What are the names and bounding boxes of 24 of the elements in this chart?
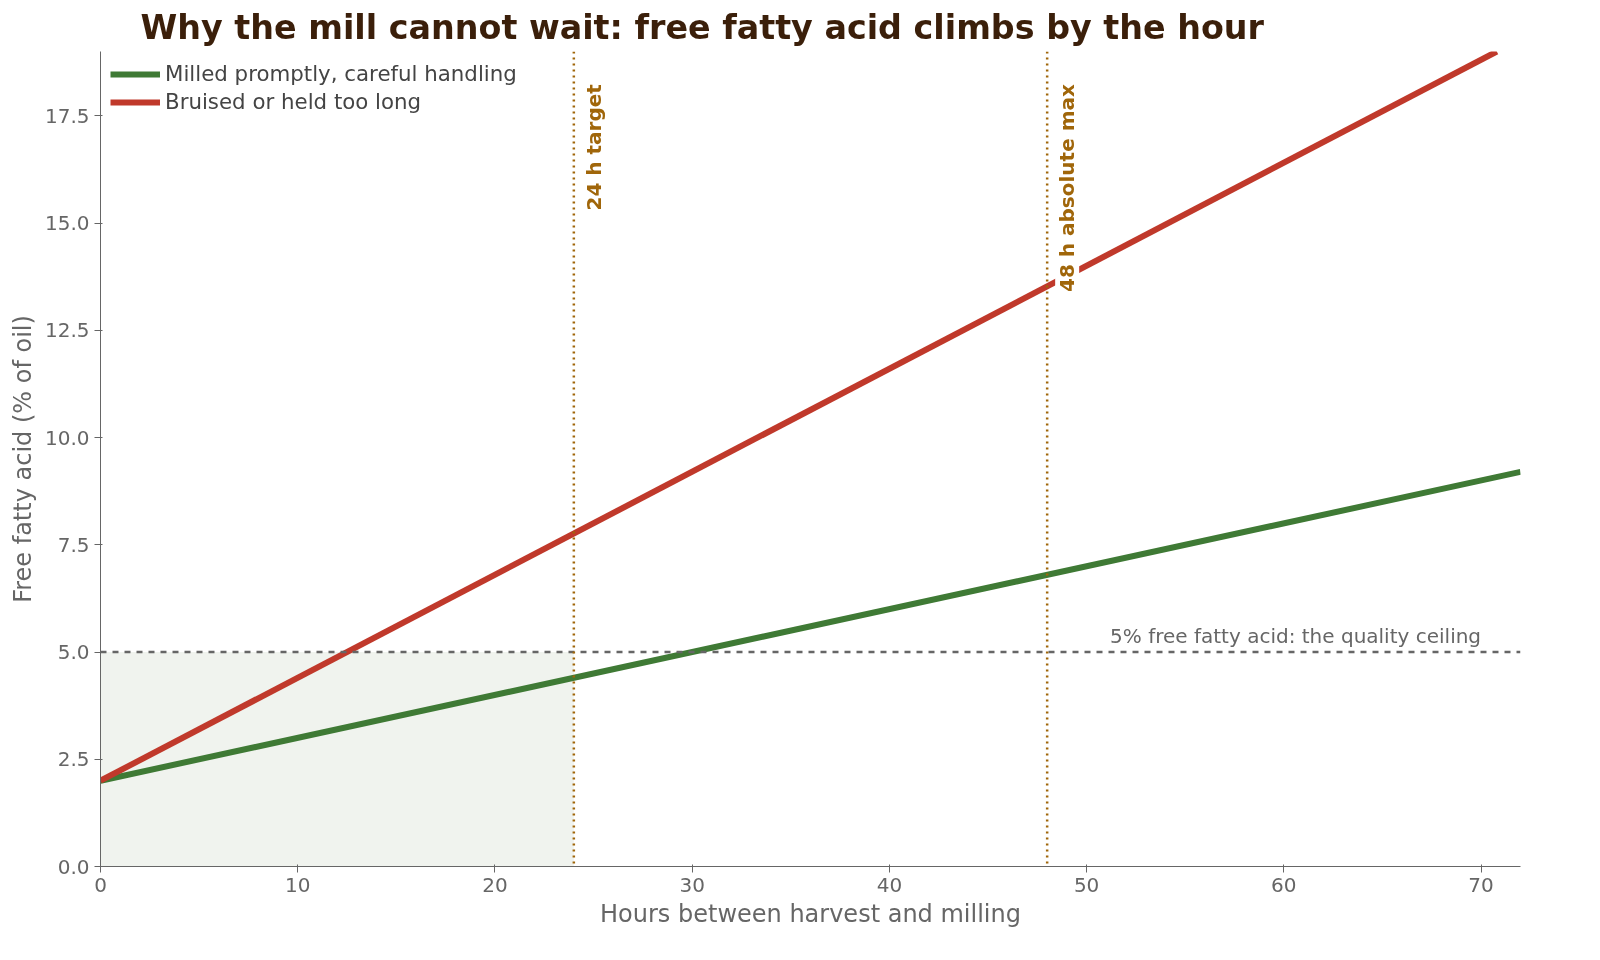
- x-tick-label: 70: [1468, 872, 1494, 897]
- chart-title: Why the mill cannot wait: free fatty acid climbs by the hour: [140, 7, 1265, 47]
- y-tick-label: 12.5: [44, 318, 90, 343]
- x-tick-label: 30: [679, 872, 705, 897]
- legend-label: Milled promptly, careful handling: [165, 61, 517, 86]
- y-tick-label: 10.0: [44, 425, 90, 450]
- y-tick-label: 0.0: [57, 854, 90, 879]
- y-tick-label: 17.5: [44, 103, 90, 128]
- y-tick-label: 2.5: [57, 747, 90, 772]
- ref-line-label: 48 h absolute max: [1055, 84, 1080, 292]
- ref-line-label: 24 h target: [581, 83, 606, 211]
- x-axis-title: Hours between harvest and milling: [600, 899, 1021, 928]
- x-tick-label: 0: [94, 872, 107, 897]
- x-tick-label: 10: [285, 872, 311, 897]
- x-tick-label: 60: [1271, 872, 1297, 897]
- y-axis-title: Free fatty acid (% of oil): [8, 315, 37, 603]
- y-tick-label: 15.0: [44, 211, 90, 236]
- ref-line-label: 5% free fatty acid: the quality ceiling: [1110, 624, 1482, 649]
- y-tick-label: 5.0: [57, 640, 90, 665]
- y-tick-label: 7.5: [57, 532, 90, 557]
- legend-label: Bruised or held too long: [165, 89, 422, 114]
- x-tick-label: 20: [482, 872, 508, 897]
- x-tick-label: 40: [876, 872, 903, 897]
- x-tick-label: 50: [1073, 872, 1100, 897]
